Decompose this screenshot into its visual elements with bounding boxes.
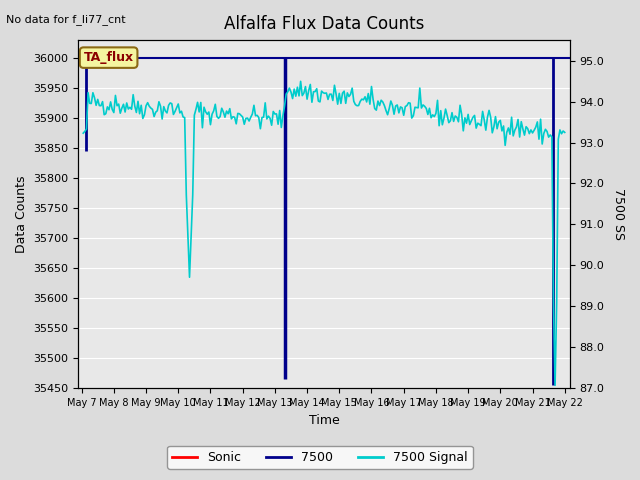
Legend: Sonic, 7500, 7500 Signal: Sonic, 7500, 7500 Signal [167, 446, 473, 469]
Y-axis label: 7500 SS: 7500 SS [612, 188, 625, 240]
Y-axis label: Data Counts: Data Counts [15, 176, 28, 253]
Text: TA_flux: TA_flux [84, 51, 134, 64]
Text: No data for f_li77_cnt: No data for f_li77_cnt [6, 14, 126, 25]
X-axis label: Time: Time [308, 414, 339, 427]
Title: Alfalfa Flux Data Counts: Alfalfa Flux Data Counts [224, 15, 424, 33]
